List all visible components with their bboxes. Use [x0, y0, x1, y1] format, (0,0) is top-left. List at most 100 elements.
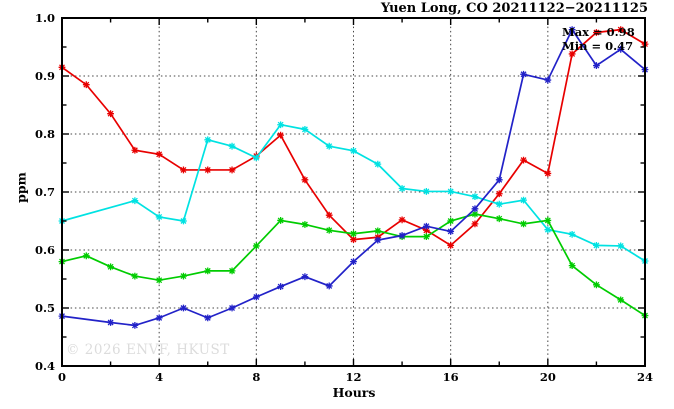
series-red-marker: [155, 150, 163, 158]
series-green-marker: [350, 230, 357, 238]
series-red-marker: [398, 216, 406, 224]
series-cyan-marker: [180, 217, 187, 225]
series-cyan-marker: [495, 200, 503, 208]
series-cyan-marker: [252, 154, 260, 162]
max-annotation: Max = 0.98: [562, 25, 635, 39]
series-red-marker: [277, 131, 285, 139]
series-blue-marker: [495, 176, 503, 184]
series-green-marker: [447, 217, 455, 225]
series-blue-marker: [398, 232, 406, 239]
series-blue-marker: [544, 76, 552, 84]
x-tick-label: 20: [540, 370, 556, 384]
series-red-marker: [82, 81, 90, 89]
series-red-marker: [131, 146, 139, 154]
x-tick-label: 4: [155, 370, 163, 384]
series-blue-marker: [204, 314, 212, 322]
series-green-marker: [325, 226, 333, 234]
series-blue-marker: [447, 228, 455, 235]
series-cyan-marker: [520, 196, 527, 204]
series-red-marker: [107, 110, 114, 118]
watermark: © 2026 ENVF, HKUST: [66, 342, 230, 358]
series-green-marker: [544, 217, 552, 224]
series-red-marker: [471, 220, 479, 228]
x-axis-label: Hours: [332, 385, 376, 400]
series-blue-marker: [131, 322, 139, 329]
max-min-annotation: Max = 0.98 Min = 0.47: [562, 25, 635, 53]
series-cyan-marker: [617, 242, 625, 250]
chart-title: Yuen Long, CO 20211122−20211125: [380, 1, 648, 16]
series-red-marker: [617, 26, 625, 33]
y-tick-label: 0.9: [35, 69, 55, 83]
series-blue-marker: [252, 293, 260, 301]
y-tick-label: 1.0: [35, 11, 55, 25]
y-tick-label: 0.5: [35, 301, 55, 315]
series-green-marker: [374, 227, 382, 235]
series-green-marker: [520, 220, 527, 228]
x-tick-label: 24: [637, 370, 653, 384]
plot-border: [61, 17, 646, 367]
series-blue-marker: [180, 304, 187, 312]
series-blue-marker: [568, 26, 576, 33]
series-blue-marker: [228, 304, 236, 312]
series-cyan-marker: [568, 230, 576, 238]
series-green-marker: [155, 276, 163, 284]
series-blue-marker: [155, 314, 163, 322]
series-red-marker: [204, 166, 212, 174]
y-tick-label: 0.4: [35, 359, 55, 373]
series-cyan-marker: [204, 136, 212, 144]
series-blue-marker: [325, 282, 333, 290]
series-red-marker: [325, 211, 333, 219]
series-cyan-marker: [544, 226, 552, 234]
series-cyan-marker: [374, 160, 382, 168]
series-red-marker: [228, 166, 236, 174]
series-cyan-marker: [301, 125, 309, 133]
series-green-marker: [617, 296, 625, 304]
y-tick-label: 0.6: [35, 243, 55, 257]
series-green-marker: [204, 267, 212, 275]
series-blue-marker: [422, 222, 430, 230]
series-blue-marker: [471, 205, 479, 213]
series-green-marker: [471, 210, 479, 218]
series-green-marker: [252, 242, 260, 250]
series-green-marker: [301, 221, 309, 228]
series-blue-marker: [617, 45, 625, 53]
series-cyan-marker: [398, 185, 406, 192]
series-red-marker: [422, 226, 430, 234]
series-green-marker: [82, 252, 90, 260]
series-cyan-marker: [422, 188, 430, 195]
x-tick-label: 0: [58, 370, 66, 384]
series-blue-marker: [350, 258, 357, 265]
series-green-marker: [107, 263, 114, 271]
x-tick-label: 8: [252, 370, 260, 384]
series-cyan-marker: [228, 142, 236, 150]
x-tick-label: 12: [345, 370, 361, 384]
series-blue-marker: [374, 236, 382, 244]
series-red-marker: [447, 241, 455, 249]
series-red-marker: [520, 156, 527, 164]
y-tick-label: 0.7: [35, 185, 55, 199]
series-green-marker: [593, 281, 600, 289]
series-red-marker: [544, 170, 552, 177]
series-blue-marker: [301, 273, 309, 281]
series-blue-line: [61, 27, 646, 327]
series-blue-marker: [593, 62, 600, 69]
series-red-marker: [301, 176, 309, 184]
series-cyan-marker: [350, 147, 357, 155]
series-cyan-marker: [155, 213, 163, 221]
series-blue-marker: [107, 319, 114, 326]
series-blue-marker: [520, 70, 527, 78]
series-cyan-marker: [131, 197, 139, 205]
series-red-marker: [593, 29, 600, 36]
series-green-marker: [180, 272, 187, 280]
series-green-marker: [422, 233, 430, 241]
series-red-marker: [180, 166, 187, 174]
series-red-marker: [495, 190, 503, 198]
series-red-marker: [568, 50, 576, 58]
y-axis-label: ppm: [13, 172, 29, 203]
series-cyan-marker: [447, 188, 455, 195]
series-cyan-marker: [325, 142, 333, 150]
series-green-marker: [568, 262, 576, 270]
series-red-marker: [350, 236, 357, 243]
